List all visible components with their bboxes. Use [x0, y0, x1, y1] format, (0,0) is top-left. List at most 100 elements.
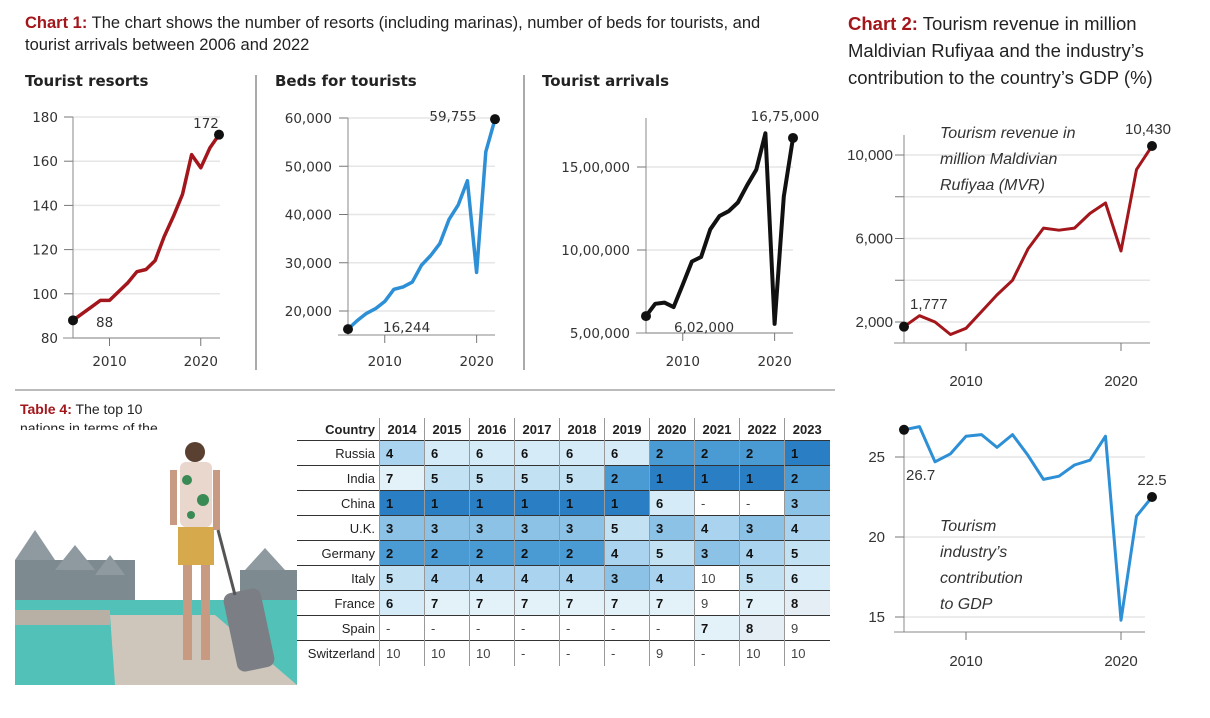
revenue-ytick-label: 2,000 [855, 314, 893, 331]
gdp-value-label: 26.7 [906, 467, 935, 484]
column-header-year: 2021 [694, 418, 740, 441]
rank-cell: 9 [649, 640, 695, 666]
rank-cell: 10 [469, 640, 515, 666]
rank-cell: 1 [469, 490, 515, 516]
gdp-endpoint-marker [899, 424, 909, 435]
rank-cell: 3 [379, 515, 425, 541]
revenue-endpoint-marker [899, 321, 909, 332]
rank-cell: 1 [739, 465, 785, 491]
beds-value-label: 16,244 [383, 320, 430, 336]
column-header-year: 2023 [784, 418, 830, 441]
rank-cell: - [604, 615, 650, 641]
chart2-header: Chart 2: Tourism revenue in million Mald… [848, 10, 1198, 91]
resorts-ytick-label: 80 [41, 331, 58, 347]
rank-cell: - [694, 490, 740, 516]
rank-cell: - [649, 615, 695, 641]
rank-cell: 3 [604, 565, 650, 591]
rank-cell: 4 [784, 515, 830, 541]
rank-cell: 1 [559, 490, 605, 516]
rank-cell: - [514, 615, 560, 641]
arrivals-ytick-label: 15,00,000 [561, 160, 630, 176]
rank-cell: 1 [649, 465, 695, 491]
beds-ytick-label: 40,000 [285, 208, 332, 224]
beds-series-line [346, 118, 497, 331]
rank-cell: 4 [559, 565, 605, 591]
rank-cell: - [514, 640, 560, 666]
revenue-series-label: Rufiyaa (MVR) [940, 177, 1045, 194]
gdp-ytick-label: 25 [868, 449, 885, 466]
column-header-year: 2018 [559, 418, 605, 441]
gdp-series-label: to GDP [940, 596, 993, 613]
rank-cell: 8 [784, 590, 830, 616]
resorts-value-label: 172 [193, 116, 219, 132]
table-row: China 1 1 1 1 1 1 6- -3 [297, 490, 830, 516]
revenue-series-label: Tourism revenue in [940, 125, 1076, 142]
rank-cell: 5 [379, 565, 425, 591]
table-row: Germany 2 2 2 2 2 4 5 3 4 5 [297, 540, 830, 566]
rank-cell: 2 [514, 540, 560, 566]
rank-cell: 3 [694, 540, 740, 566]
rank-cell: 2 [739, 440, 785, 466]
country-cell: India [297, 465, 380, 491]
rank-cell: 3 [559, 515, 605, 541]
rank-cell: 2 [694, 440, 740, 466]
rank-cell: 6 [424, 440, 470, 466]
column-header-year: 2020 [649, 418, 695, 441]
rank-cell: 5 [649, 540, 695, 566]
rank-cell: 10 [784, 640, 830, 666]
revenue-series-label: million Maldivian [940, 151, 1057, 168]
suitcase [216, 529, 275, 672]
gdp-ytick-label: 15 [868, 609, 885, 626]
rank-cell: 7 [514, 590, 560, 616]
rank-cell: 4 [694, 515, 740, 541]
rank-cell: 4 [739, 540, 785, 566]
resorts-endpoint-marker [214, 129, 224, 140]
arrivals-xtick-label: 2020 [757, 354, 791, 370]
rank-cell: 2 [424, 540, 470, 566]
resorts-endpoint-marker [68, 315, 78, 326]
column-header-year: 2015 [424, 418, 470, 441]
panel-divider [523, 75, 525, 370]
revenue-endpoint-marker [1147, 141, 1157, 152]
country-cell: Germany [297, 540, 380, 566]
beds-ytick-label: 30,000 [285, 256, 332, 272]
revenue-xtick-label: 2010 [949, 373, 982, 390]
rank-cell: 8 [739, 615, 785, 641]
rank-cell: 4 [604, 540, 650, 566]
rank-cell: 6 [469, 440, 515, 466]
arrivals-title: Tourist arrivals [542, 72, 670, 90]
revenue-ytick-label: 6,000 [855, 231, 893, 248]
panel-divider [255, 75, 257, 370]
column-header-country: Country [325, 421, 375, 437]
gdp-series-label: Tourism [940, 518, 996, 535]
resorts-title: Tourist resorts [25, 72, 149, 90]
arrivals-ytick-label: 5,00,000 [570, 326, 630, 342]
rank-cell: 7 [379, 465, 425, 491]
section-divider [15, 389, 835, 391]
gdp-series-label: industry’s [940, 544, 1007, 561]
beds-xtick-label: 2010 [368, 354, 402, 370]
rank-cell: 9 [694, 590, 740, 616]
rank-cell: 2 [559, 540, 605, 566]
rank-cell: 2 [649, 440, 695, 466]
beds-ytick-label: 50,000 [285, 159, 332, 175]
column-header-year: 2014 [379, 418, 425, 441]
rank-cell: 5 [559, 465, 605, 491]
rank-cell: 2 [379, 540, 425, 566]
rank-cell: 3 [469, 515, 515, 541]
chart1-label: Chart 1: [25, 14, 88, 32]
rank-cell: 5 [739, 565, 785, 591]
table-row: Switzerland 10 10 10- - -9-10 10 [297, 640, 830, 666]
rank-cell: - [379, 615, 425, 641]
rank-cell: 10 [379, 640, 425, 666]
table-header-row: Country 2014 2015 2016 2017 2018 2019 2020 2021 2… [297, 418, 830, 441]
country-cell: France [297, 590, 380, 616]
rank-cell: 7 [739, 590, 785, 616]
rank-cell: 6 [649, 490, 695, 516]
rank-cell: 4 [379, 440, 425, 466]
rank-cell: 6 [514, 440, 560, 466]
rank-cell: - [559, 615, 605, 641]
chart2-description: Tourism revenue in million Maldivian Ruf… [848, 13, 1153, 88]
table-row: France 6 7 7 7 7 7 7 9 7 8 [297, 590, 830, 616]
